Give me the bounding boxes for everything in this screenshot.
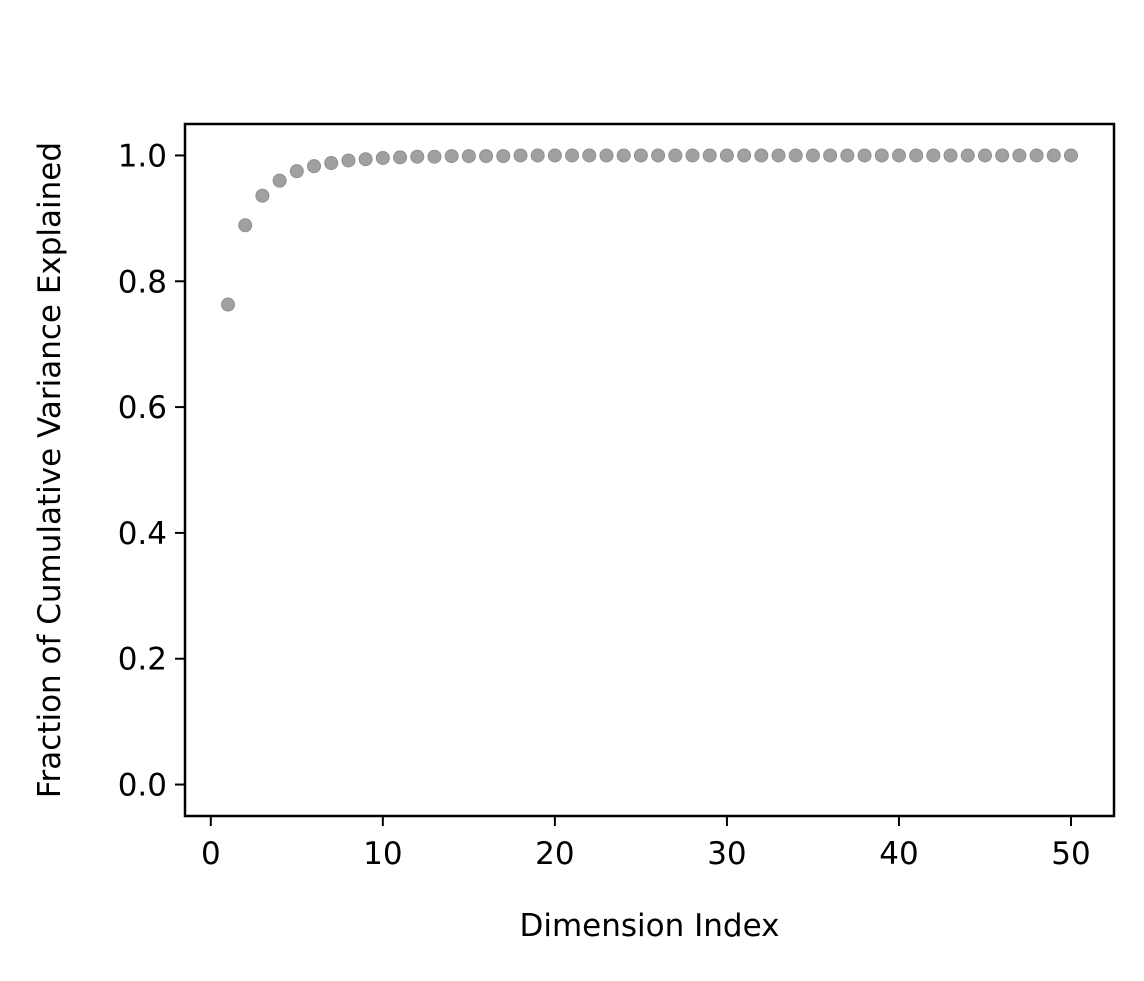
data-point bbox=[805, 148, 820, 163]
data-point bbox=[547, 148, 562, 163]
data-point bbox=[358, 152, 373, 167]
data-point bbox=[496, 149, 511, 164]
data-points bbox=[221, 148, 1078, 312]
data-point bbox=[565, 148, 580, 163]
data-point bbox=[530, 148, 545, 163]
data-point bbox=[410, 149, 425, 164]
data-point bbox=[375, 150, 390, 165]
data-point bbox=[737, 148, 752, 163]
data-point bbox=[307, 159, 322, 174]
data-point bbox=[479, 149, 494, 164]
x-tick-label: 20 bbox=[535, 836, 574, 872]
x-tick-label: 50 bbox=[1051, 836, 1090, 872]
x-tick-label: 0 bbox=[201, 836, 221, 872]
data-point bbox=[977, 148, 992, 163]
data-point bbox=[823, 148, 838, 163]
data-point bbox=[891, 148, 906, 163]
x-tick-label: 30 bbox=[707, 836, 746, 872]
x-tick-label: 10 bbox=[363, 836, 402, 872]
data-point bbox=[341, 153, 356, 168]
data-point bbox=[995, 148, 1010, 163]
data-point bbox=[616, 148, 631, 163]
y-tick-label: 0.0 bbox=[118, 768, 167, 804]
data-point bbox=[668, 148, 683, 163]
data-point bbox=[771, 148, 786, 163]
x-axis-ticks: 0 10 20 30 40 50 bbox=[201, 816, 1091, 872]
data-point bbox=[238, 218, 253, 233]
x-axis-title: Dimension Index bbox=[520, 908, 780, 944]
data-point bbox=[788, 148, 803, 163]
data-point bbox=[633, 148, 648, 163]
data-point bbox=[1046, 148, 1061, 163]
data-point bbox=[702, 148, 717, 163]
data-point bbox=[393, 150, 408, 165]
data-point bbox=[221, 297, 236, 312]
y-tick-label: 1.0 bbox=[118, 138, 167, 174]
y-tick-label: 0.8 bbox=[118, 264, 167, 300]
data-point bbox=[651, 148, 666, 163]
data-point bbox=[1063, 148, 1078, 163]
x-tick-label: 40 bbox=[879, 836, 918, 872]
data-point bbox=[719, 148, 734, 163]
data-point bbox=[857, 148, 872, 163]
data-point bbox=[1029, 148, 1044, 163]
data-point bbox=[427, 149, 442, 164]
data-point bbox=[599, 148, 614, 163]
data-point bbox=[324, 156, 339, 171]
data-point bbox=[461, 149, 476, 164]
y-axis-title: Fraction of Cumulative Variance Explaine… bbox=[32, 142, 68, 798]
data-point bbox=[909, 148, 924, 163]
data-point bbox=[874, 148, 889, 163]
data-point bbox=[255, 188, 270, 203]
data-point bbox=[685, 148, 700, 163]
y-axis-ticks: 0.0 0.2 0.4 0.6 0.8 1.0 bbox=[118, 138, 185, 804]
y-tick-label: 0.2 bbox=[118, 642, 167, 678]
data-point bbox=[840, 148, 855, 163]
data-point bbox=[960, 148, 975, 163]
data-point bbox=[582, 148, 597, 163]
data-point bbox=[943, 148, 958, 163]
y-tick-label: 0.4 bbox=[118, 516, 167, 552]
data-point bbox=[289, 164, 304, 179]
data-point bbox=[513, 148, 528, 163]
data-point bbox=[444, 149, 459, 164]
data-point bbox=[272, 173, 287, 188]
data-point bbox=[1012, 148, 1027, 163]
data-point bbox=[926, 148, 941, 163]
plot-frame bbox=[183, 122, 1116, 818]
data-point bbox=[754, 148, 769, 163]
y-tick-label: 0.6 bbox=[118, 390, 167, 426]
